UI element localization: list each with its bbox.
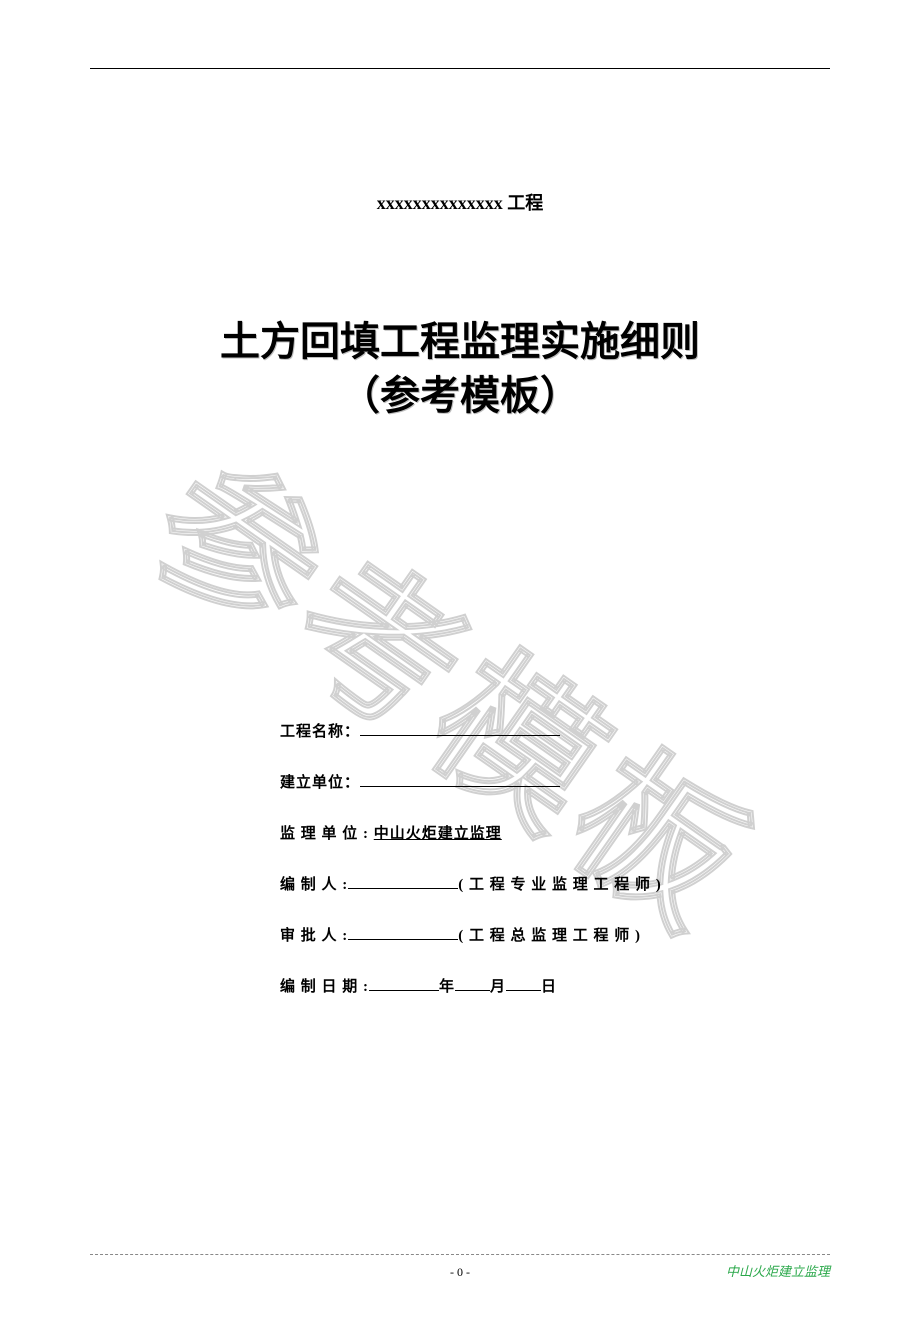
blank-project-name bbox=[360, 721, 560, 736]
page-number: - 0 - bbox=[337, 1265, 584, 1280]
footer-organization: 中山火炬建立监理 bbox=[583, 1261, 830, 1280]
page-footer: - 0 - 中山火炬建立监理 bbox=[90, 1254, 830, 1280]
char-month: 月 bbox=[490, 979, 506, 995]
footer-rule bbox=[90, 1254, 830, 1255]
role-compiler: ( 工 程 专 业 监 理 工 程 师 ) bbox=[458, 877, 662, 893]
row-date: 编 制 日 期 : 年 月 日 bbox=[280, 975, 662, 996]
blank-compiler bbox=[348, 874, 458, 889]
row-build-unit: 建立单位： bbox=[280, 771, 662, 792]
footer-line: - 0 - 中山火炬建立监理 bbox=[90, 1261, 830, 1280]
row-supervise-unit: 监 理 单 位 : 中山火炬建立监理 bbox=[280, 822, 662, 843]
blank-day bbox=[506, 976, 541, 991]
label-approver: 审 批 人 : bbox=[280, 928, 348, 944]
blank-build-unit bbox=[360, 772, 560, 787]
value-supervise-unit: 中山火炬建立监理 bbox=[374, 826, 502, 842]
label-project-name: 工程名称： bbox=[280, 724, 360, 740]
label-date: 编 制 日 期 : bbox=[280, 979, 369, 995]
char-day: 日 bbox=[541, 979, 557, 995]
row-compiler: 编 制 人 : ( 工 程 专 业 监 理 工 程 师 ) bbox=[280, 873, 662, 894]
title-line-1: 土方回填工程监理实施细则 bbox=[90, 315, 830, 369]
title-line-2: （参考模板） bbox=[90, 369, 830, 423]
role-approver: ( 工 程 总 监 理 工 程 师 ) bbox=[458, 928, 641, 944]
form-block: 工程名称： 建立单位： 监 理 单 位 : 中山火炬建立监理 编 制 人 : ( … bbox=[280, 720, 662, 1026]
row-approver: 审 批 人 : ( 工 程 总 监 理 工 程 师 ) bbox=[280, 924, 662, 945]
project-header: xxxxxxxxxxxxxx 工程 bbox=[90, 189, 830, 215]
document-title: 土方回填工程监理实施细则 （参考模板） bbox=[90, 315, 830, 423]
char-year: 年 bbox=[439, 979, 455, 995]
label-compiler: 编 制 人 : bbox=[280, 877, 348, 893]
row-project-name: 工程名称： bbox=[280, 720, 662, 741]
top-horizontal-rule bbox=[90, 68, 830, 69]
blank-month bbox=[455, 976, 490, 991]
blank-year bbox=[369, 976, 439, 991]
page-container: xxxxxxxxxxxxxx 工程 土方回填工程监理实施细则 （参考模板） 参考… bbox=[0, 0, 920, 1320]
label-build-unit: 建立单位： bbox=[280, 775, 360, 791]
label-supervise-unit: 监 理 单 位 : bbox=[280, 826, 369, 842]
blank-approver bbox=[348, 925, 458, 940]
